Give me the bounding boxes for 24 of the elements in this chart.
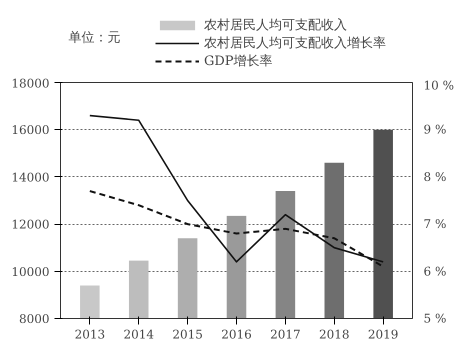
y-tick-label: 10000 <box>11 264 50 279</box>
x-tick-label: 2014 <box>123 328 154 342</box>
y2-tick-label: 5 % <box>424 312 446 326</box>
x-tick-label: 2013 <box>74 328 106 342</box>
line-series <box>89 114 384 263</box>
y2-tick-label: 9 % <box>424 122 446 137</box>
y-tick-label: 8000 <box>18 312 50 326</box>
y2-tick-label: 8 % <box>424 170 446 184</box>
y2-tick-label: 10 % <box>424 78 454 92</box>
y-tick-label: 16000 <box>11 123 50 138</box>
x-tick-label: 2019 <box>368 328 398 342</box>
y-axis-title: 单位：元 <box>68 30 120 46</box>
legend-label: 农村居民人均可支配收入增长率 <box>204 35 386 52</box>
y-tick-label: 18000 <box>11 76 50 90</box>
y2-tick-label: 7 % <box>424 217 446 232</box>
y2-tick-label: 6 % <box>424 264 446 278</box>
y-tick-label: 12000 <box>11 218 50 232</box>
legend-label: GDP增长率 <box>204 53 273 70</box>
x-tick-label: 2017 <box>270 328 301 342</box>
x-tick-label: 2018 <box>319 328 350 342</box>
x-tick-label: 2015 <box>172 328 203 342</box>
y-tick-label: 14000 <box>11 170 50 184</box>
x-tick-label: 2016 <box>221 328 252 342</box>
legend-label: 农村居民人均可支配收入 <box>204 17 347 34</box>
